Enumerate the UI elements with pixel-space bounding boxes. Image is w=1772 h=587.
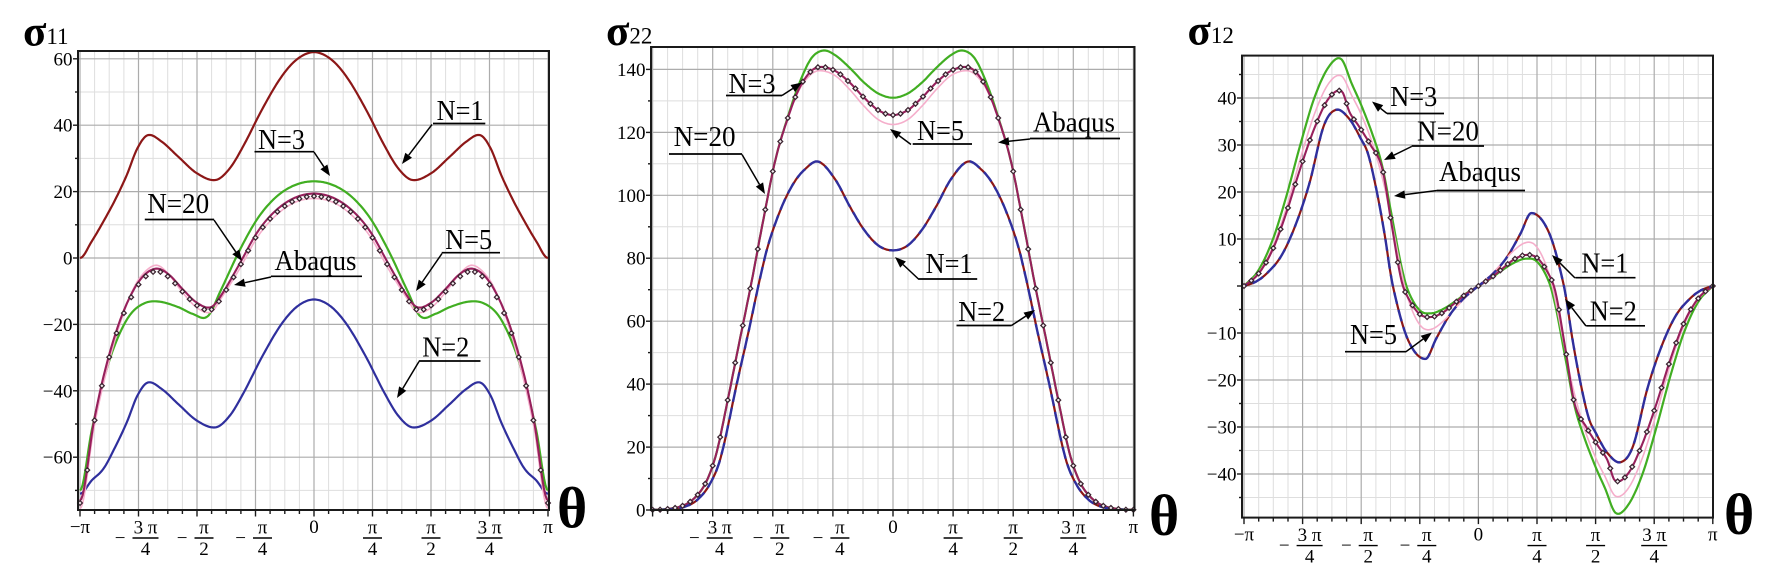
- svg-text:N=5: N=5: [1350, 319, 1397, 351]
- svg-text:0: 0: [309, 517, 319, 538]
- svg-text:−π: −π: [1234, 525, 1255, 546]
- svg-text:−: −: [115, 528, 126, 549]
- svg-text:π: π: [426, 518, 436, 539]
- svg-text:θ: θ: [1149, 483, 1179, 548]
- svg-text:−60: −60: [43, 448, 73, 469]
- svg-text:θ: θ: [557, 476, 587, 541]
- svg-text:2: 2: [1008, 539, 1018, 560]
- svg-text:−20: −20: [43, 315, 73, 336]
- svg-text:N=20: N=20: [674, 121, 736, 153]
- svg-text:−40: −40: [1207, 465, 1237, 486]
- svg-text:π: π: [1363, 525, 1373, 546]
- svg-text:−: −: [235, 528, 246, 549]
- svg-text:Abaqus: Abaqus: [1439, 156, 1521, 188]
- svg-text:2: 2: [199, 539, 209, 560]
- svg-text:3 π: 3 π: [1298, 525, 1322, 546]
- svg-text:π: π: [1708, 525, 1718, 546]
- svg-text:4: 4: [948, 539, 958, 560]
- svg-text:π: π: [368, 518, 378, 539]
- svg-text:0: 0: [636, 501, 646, 522]
- svg-text:2: 2: [1363, 547, 1373, 568]
- svg-text:3 π: 3 π: [478, 518, 502, 539]
- svg-text:100: 100: [617, 186, 646, 207]
- svg-text:−: −: [1400, 536, 1411, 557]
- svg-text:N=5: N=5: [445, 224, 492, 256]
- svg-text:−: −: [1341, 536, 1352, 557]
- svg-text:20: 20: [54, 182, 73, 203]
- svg-text:−: −: [689, 528, 700, 549]
- svg-text:120: 120: [617, 123, 646, 144]
- svg-text:4: 4: [1532, 547, 1542, 568]
- svg-text:π: π: [775, 518, 785, 539]
- svg-text:N=1: N=1: [926, 248, 973, 280]
- svg-text:0: 0: [63, 249, 73, 270]
- svg-text:Abaqus: Abaqus: [1033, 107, 1115, 139]
- svg-text:−40: −40: [43, 381, 73, 402]
- svg-text:σ22: σ22: [606, 8, 652, 55]
- svg-text:−: −: [813, 528, 824, 549]
- svg-text:4: 4: [715, 539, 725, 560]
- svg-text:Abaqus: Abaqus: [275, 245, 357, 277]
- svg-text:4: 4: [1649, 547, 1659, 568]
- svg-text:3 π: 3 π: [1642, 525, 1666, 546]
- svg-text:N=3: N=3: [258, 124, 305, 156]
- svg-text:N=2: N=2: [422, 332, 469, 364]
- svg-text:140: 140: [617, 60, 646, 81]
- svg-text:N=20: N=20: [147, 188, 209, 220]
- svg-text:N=1: N=1: [1581, 248, 1628, 280]
- svg-text:4: 4: [835, 539, 845, 560]
- svg-text:π: π: [835, 518, 845, 539]
- svg-text:−20: −20: [1207, 371, 1237, 392]
- svg-text:π: π: [543, 517, 553, 538]
- svg-text:3 π: 3 π: [708, 518, 732, 539]
- svg-text:4: 4: [1305, 547, 1315, 568]
- svg-text:π: π: [1422, 525, 1432, 546]
- svg-text:N=20: N=20: [1417, 116, 1479, 148]
- svg-text:π: π: [1008, 518, 1018, 539]
- svg-text:4: 4: [141, 539, 151, 560]
- svg-text:θ: θ: [1724, 482, 1754, 547]
- svg-text:4: 4: [485, 539, 495, 560]
- svg-text:N=5: N=5: [917, 115, 964, 147]
- svg-text:N=2: N=2: [1590, 296, 1637, 328]
- svg-text:2: 2: [775, 539, 785, 560]
- svg-text:2: 2: [1591, 547, 1601, 568]
- svg-text:30: 30: [1218, 136, 1237, 157]
- svg-text:40: 40: [1218, 89, 1237, 110]
- svg-text:4: 4: [258, 539, 268, 560]
- svg-text:−: −: [1279, 536, 1290, 557]
- svg-text:N=2: N=2: [958, 296, 1005, 328]
- svg-text:4: 4: [368, 539, 378, 560]
- svg-text:N=1: N=1: [437, 95, 484, 127]
- svg-text:π: π: [1591, 525, 1601, 546]
- svg-text:60: 60: [627, 312, 646, 333]
- svg-text:π: π: [1129, 517, 1139, 538]
- svg-text:10: 10: [1218, 230, 1237, 251]
- svg-text:4: 4: [1069, 539, 1079, 560]
- svg-text:−: −: [753, 528, 764, 549]
- svg-text:20: 20: [627, 438, 646, 459]
- svg-text:−: −: [177, 528, 188, 549]
- svg-text:N=3: N=3: [1390, 81, 1437, 113]
- svg-text:0: 0: [1474, 525, 1484, 546]
- svg-text:3 π: 3 π: [134, 518, 158, 539]
- svg-text:80: 80: [627, 249, 646, 270]
- svg-text:−30: −30: [1207, 418, 1237, 439]
- svg-text:40: 40: [54, 116, 73, 137]
- svg-text:60: 60: [54, 49, 73, 70]
- svg-text:2: 2: [426, 539, 436, 560]
- svg-text:40: 40: [627, 375, 646, 396]
- svg-text:π: π: [258, 518, 268, 539]
- svg-text:π: π: [1532, 525, 1542, 546]
- svg-text:−π: −π: [70, 517, 91, 538]
- svg-text:4: 4: [1422, 547, 1432, 568]
- svg-text:3 π: 3 π: [1061, 518, 1085, 539]
- svg-text:20: 20: [1218, 183, 1237, 204]
- svg-text:−10: −10: [1207, 324, 1237, 345]
- svg-text:0: 0: [888, 517, 898, 538]
- svg-text:π: π: [199, 518, 209, 539]
- svg-text:π: π: [948, 518, 958, 539]
